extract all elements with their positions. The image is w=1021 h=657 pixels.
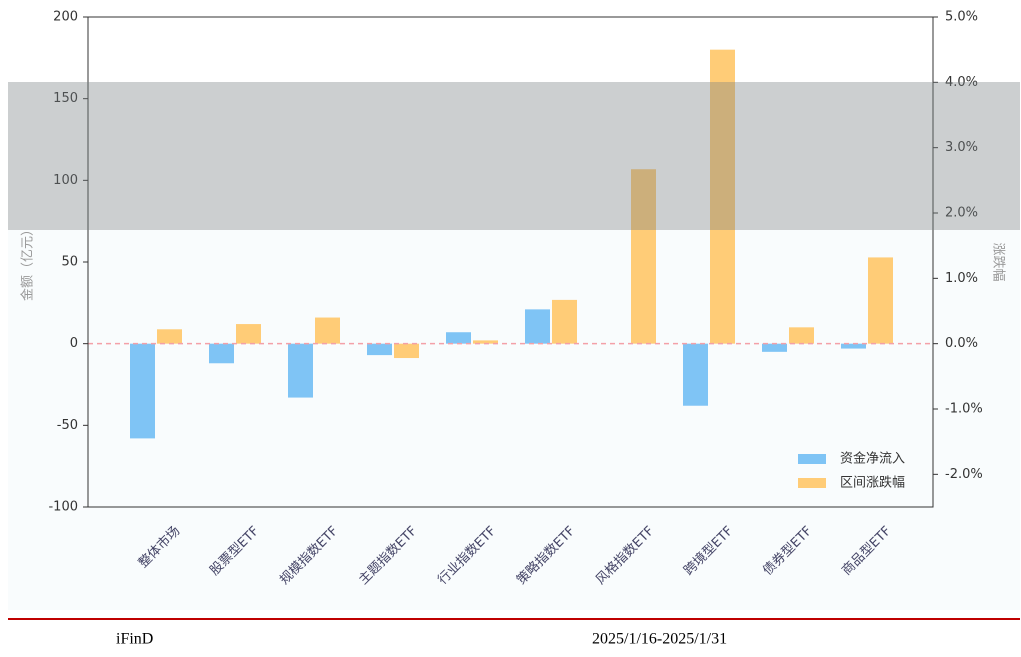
bar — [552, 299, 577, 344]
y2-tick-label: -1.0% — [945, 402, 983, 417]
overlay — [8, 82, 1020, 230]
bar — [130, 343, 155, 439]
bar — [525, 309, 550, 344]
footer-date: 2025/1/16-2025/1/31 — [592, 631, 727, 648]
y2-tick-label: 4.0% — [945, 75, 978, 90]
legend-swatch — [798, 478, 826, 488]
bar — [367, 343, 392, 356]
legend-label: 资金净流入 — [840, 451, 905, 467]
bar — [315, 317, 340, 344]
plot-frame — [87, 16, 934, 508]
bar — [789, 327, 814, 344]
y2-tick-label: -2.0% — [945, 467, 983, 482]
bar — [868, 257, 893, 344]
y-tick-label: 200 — [53, 10, 78, 25]
y-tick-label: -100 — [48, 500, 78, 515]
bar — [446, 332, 471, 344]
bar — [157, 329, 182, 344]
y2-tick-label: 1.0% — [945, 271, 978, 286]
y-tick-label: -50 — [57, 418, 78, 433]
bar — [762, 343, 787, 352]
y-tick-label: 150 — [53, 91, 78, 106]
bar — [631, 169, 656, 344]
legend-label: 区间涨跌幅 — [840, 475, 905, 491]
y2-tick-label: 5.0% — [945, 10, 978, 25]
y-tick-label: 100 — [53, 173, 78, 188]
y-tick-label: 0 — [70, 336, 78, 351]
bar — [394, 343, 419, 359]
bar — [288, 343, 313, 398]
y2-axis-label: 涨跌幅 — [991, 242, 1007, 281]
y2-tick-label: 3.0% — [945, 140, 978, 155]
y2-tick-label: 0.0% — [945, 336, 978, 351]
footer-source: iFinD — [116, 631, 153, 648]
bar — [710, 49, 735, 344]
bar — [683, 343, 708, 406]
bar — [236, 324, 261, 344]
y2-tick-label: 2.0% — [945, 206, 978, 221]
background — [8, 230, 1020, 610]
y-axis-label: 金额（亿元） — [20, 223, 36, 301]
bar — [209, 343, 234, 364]
y-tick-label: 50 — [61, 255, 78, 270]
bar — [841, 343, 866, 349]
bar — [473, 340, 498, 344]
legend-swatch — [798, 454, 826, 464]
